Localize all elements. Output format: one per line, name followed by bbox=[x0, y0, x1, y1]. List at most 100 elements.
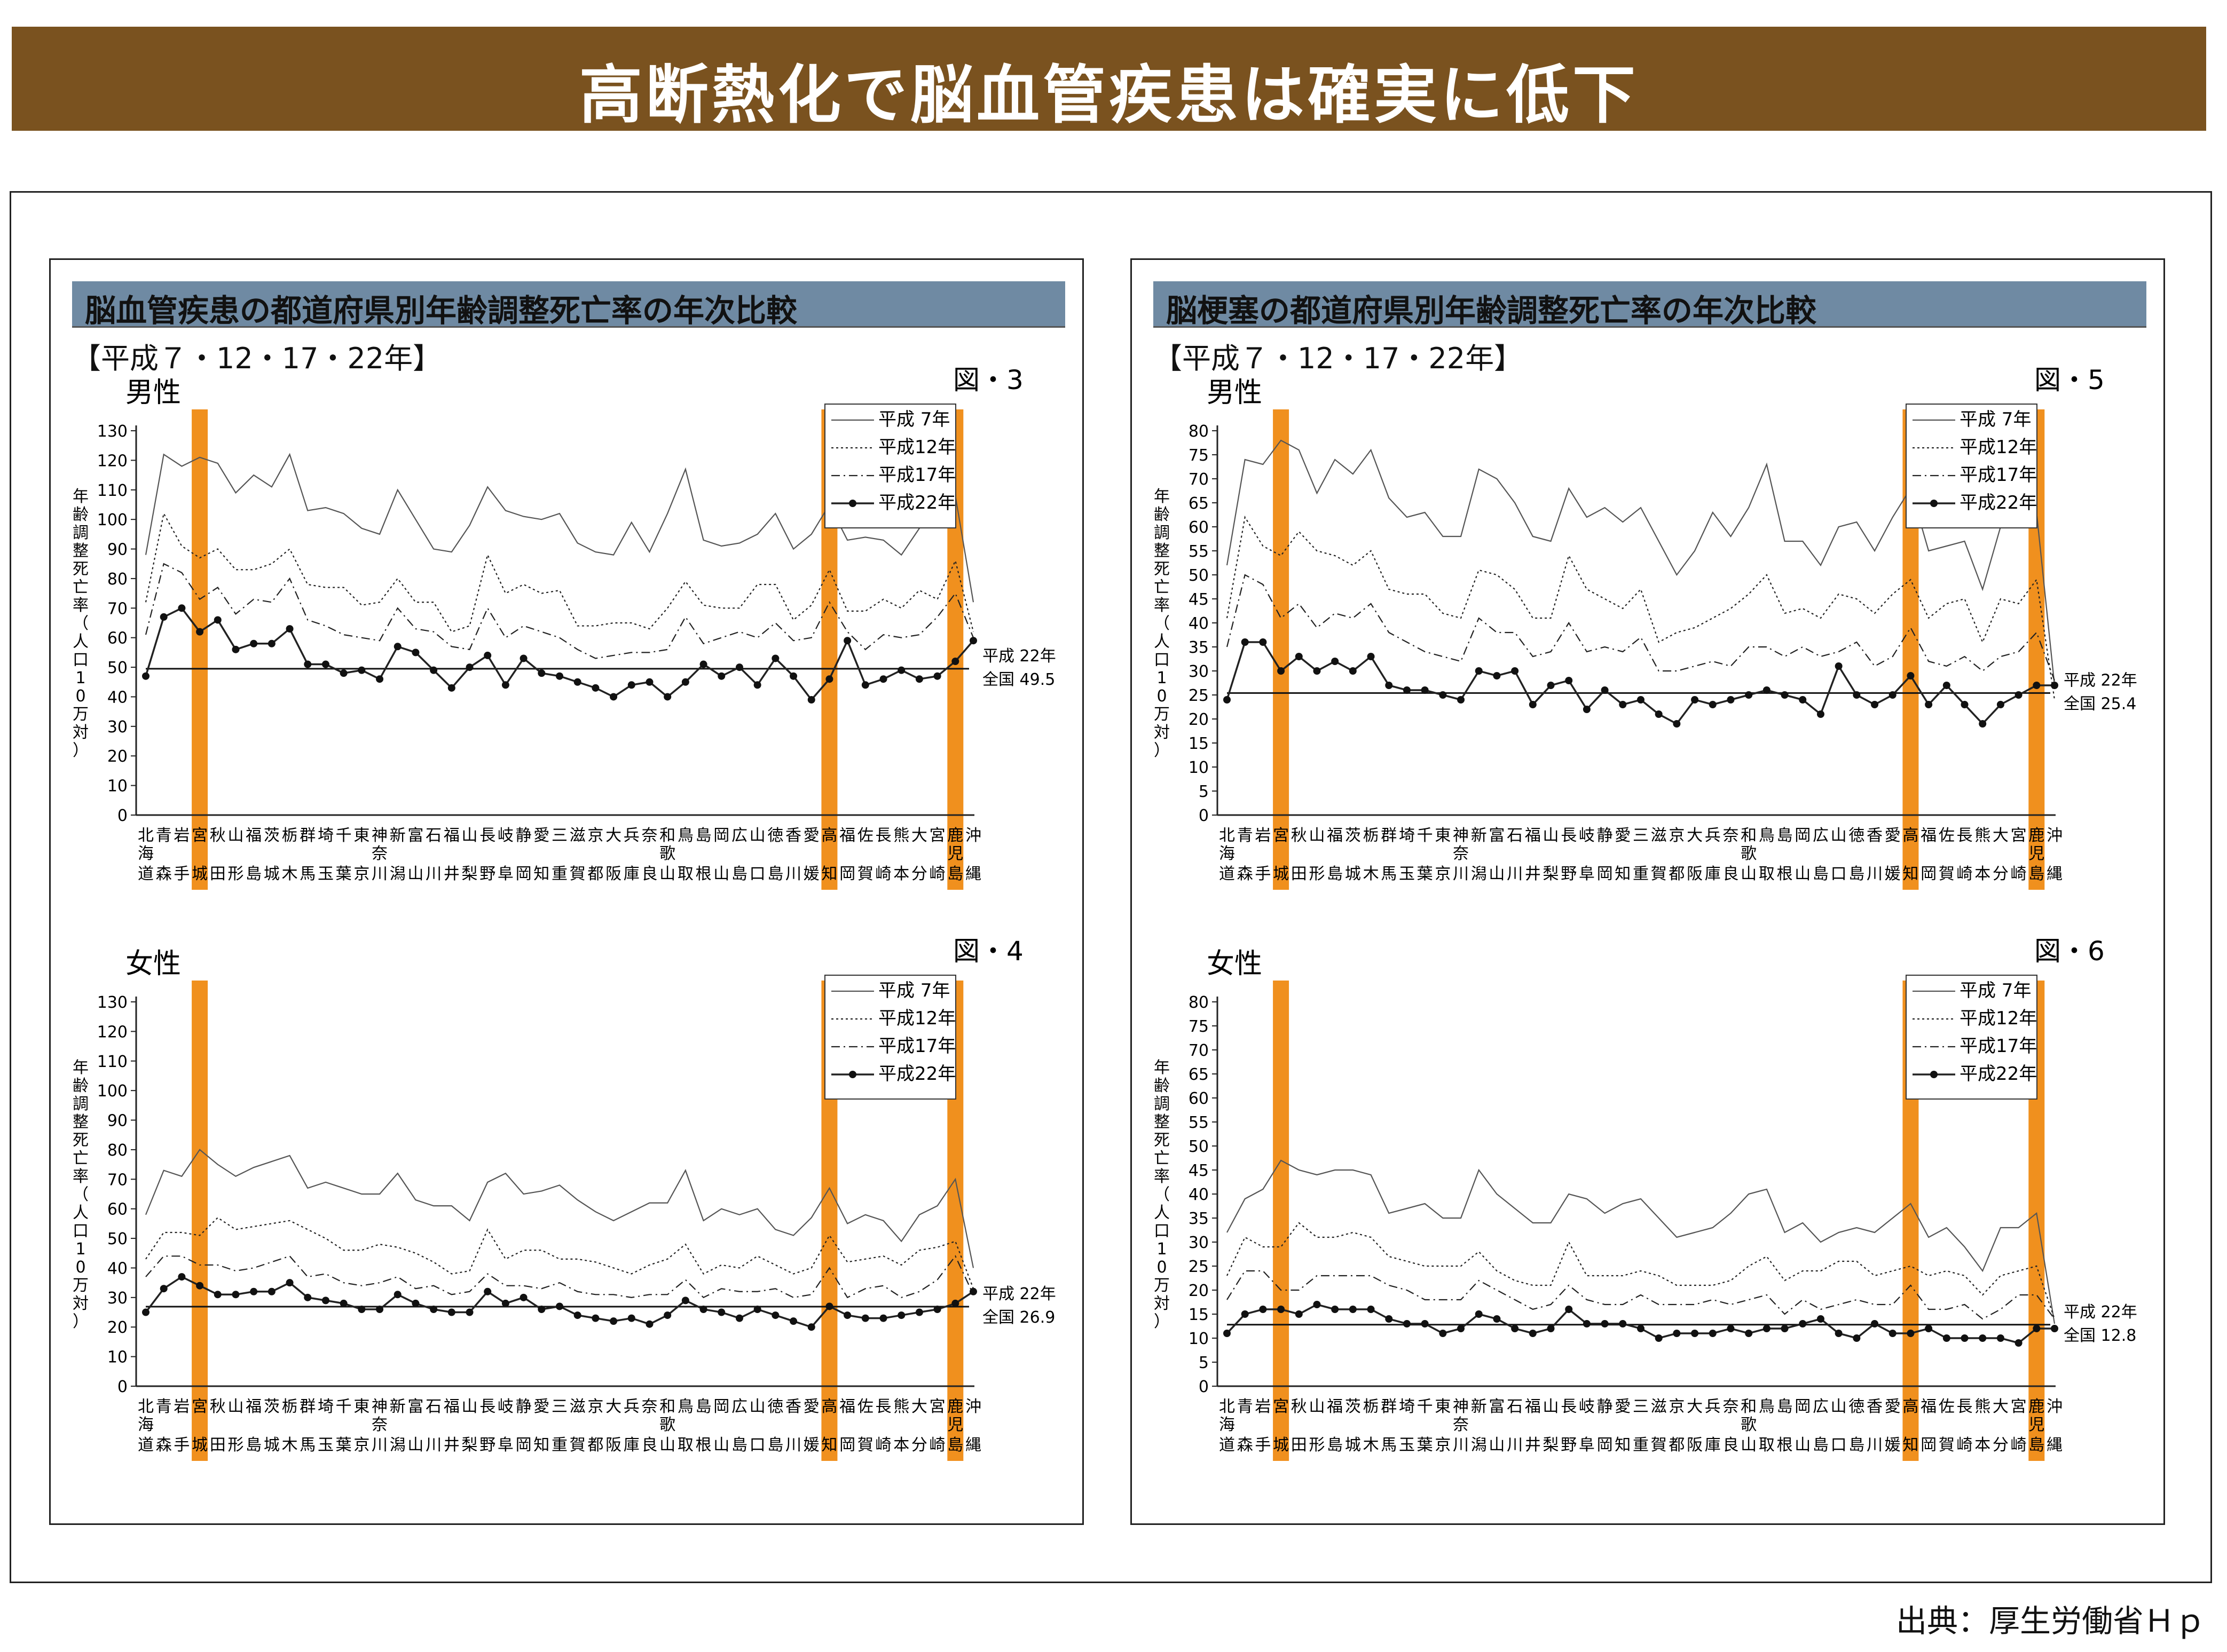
x-tick-label-bottom: 取 bbox=[678, 865, 694, 883]
data-point bbox=[1888, 1330, 1897, 1337]
data-point bbox=[466, 1308, 474, 1316]
data-point bbox=[304, 1293, 312, 1301]
x-tick-label-top: 長 bbox=[1561, 1397, 1577, 1416]
data-point bbox=[610, 1317, 618, 1325]
x-tick-label-bottom: 田 bbox=[210, 1436, 226, 1455]
x-tick-label-bottom: 森 bbox=[156, 865, 172, 883]
x-tick-label-bottom: 木 bbox=[282, 1436, 298, 1455]
x-tick-label-top: 高 bbox=[821, 826, 837, 845]
y-axis-label-char: 率 bbox=[1154, 1167, 1170, 1186]
legend-box bbox=[1906, 975, 2037, 1100]
data-point bbox=[1475, 667, 1483, 675]
y-tick-label: 90 bbox=[107, 541, 128, 559]
data-point bbox=[573, 1311, 581, 1319]
reference-label-value: 全国 49.5 bbox=[982, 670, 1055, 689]
x-tick-label-top: 岡 bbox=[1795, 826, 1811, 845]
data-point bbox=[1313, 667, 1321, 675]
data-point bbox=[1799, 696, 1807, 704]
x-tick-label-top: 熊 bbox=[893, 1397, 909, 1416]
x-tick-label-bottom: 玉 bbox=[1399, 1436, 1415, 1455]
y-axis-label-char: 口 bbox=[1154, 1222, 1170, 1240]
y-tick-label: 65 bbox=[1189, 494, 1209, 513]
data-point bbox=[1655, 710, 1663, 718]
data-point bbox=[1403, 1320, 1411, 1327]
y-tick-label: 50 bbox=[1189, 566, 1209, 585]
data-point bbox=[376, 675, 384, 683]
x-tick-label-top: 児 bbox=[2028, 1416, 2044, 1434]
data-point bbox=[1403, 686, 1411, 694]
figure-number: 図・4 bbox=[953, 936, 1024, 967]
x-tick-label-bottom: 岡 bbox=[839, 1436, 855, 1455]
data-point bbox=[1853, 691, 1861, 699]
x-tick-label-top: 石 bbox=[1507, 1397, 1523, 1416]
x-tick-label-bottom: 木 bbox=[282, 865, 298, 883]
data-point bbox=[1727, 1325, 1735, 1332]
y-tick-label: 55 bbox=[1189, 542, 1209, 561]
x-tick-label-top: 岐 bbox=[1579, 826, 1595, 845]
data-point bbox=[196, 628, 204, 636]
y-tick-label: 70 bbox=[107, 599, 128, 618]
x-tick-label-bottom: 葉 bbox=[336, 1436, 352, 1455]
x-tick-label-top: 岡 bbox=[713, 1397, 729, 1416]
series-line-2 bbox=[1226, 574, 2056, 681]
data-point bbox=[879, 1314, 887, 1322]
y-axis-label-char: 率 bbox=[1154, 596, 1170, 615]
x-tick-label-top: 島 bbox=[1777, 826, 1793, 845]
x-tick-label-top: 奈 bbox=[1722, 826, 1738, 845]
y-tick-label: 35 bbox=[1189, 638, 1209, 657]
panel-years: 【平成７・12・17・22年】 bbox=[72, 342, 442, 375]
x-tick-label-top: 山 bbox=[1309, 1397, 1325, 1416]
series-line-1 bbox=[145, 511, 974, 633]
x-tick-label-top: 岩 bbox=[174, 826, 190, 845]
y-tick-label: 60 bbox=[1189, 518, 1209, 537]
data-point bbox=[790, 672, 798, 680]
data-point bbox=[538, 669, 546, 677]
x-tick-label-bottom: 山 bbox=[407, 865, 423, 883]
x-tick-label-bottom: 口 bbox=[1831, 865, 1847, 883]
x-tick-label-top: 青 bbox=[1237, 1397, 1253, 1416]
data-point bbox=[196, 1282, 204, 1290]
data-point bbox=[1565, 1306, 1573, 1313]
x-tick-label-top: 和 bbox=[659, 826, 675, 845]
data-point bbox=[1781, 1325, 1789, 1332]
chart-sex-label: 男性 bbox=[1207, 377, 1262, 409]
y-axis-label-char: 対 bbox=[1154, 723, 1170, 742]
data-point bbox=[1996, 1334, 2004, 1342]
y-tick-label: 50 bbox=[1189, 1137, 1209, 1156]
x-tick-label-bottom: 阜 bbox=[1579, 865, 1595, 883]
y-axis-label-char: 対 bbox=[1154, 1294, 1170, 1313]
y-tick-label: 0 bbox=[1199, 1378, 1209, 1396]
x-tick-label-bottom: 道 bbox=[138, 1436, 154, 1455]
x-tick-label-bottom: 木 bbox=[1363, 1436, 1379, 1455]
x-tick-label-bottom: 道 bbox=[1219, 1436, 1235, 1455]
y-axis-label-char: 整 bbox=[1154, 542, 1170, 560]
data-point bbox=[970, 1287, 977, 1295]
y-tick-label: 80 bbox=[107, 570, 128, 589]
x-tick-label-bottom: 重 bbox=[552, 1436, 568, 1455]
x-tick-label-bottom: 本 bbox=[893, 865, 909, 883]
x-tick-label-bottom: 分 bbox=[911, 1436, 927, 1455]
panel-header-text: 脳梗塞の都道府県別年齢調整死亡率の年次比較 bbox=[1166, 293, 1817, 329]
x-tick-label-top: 鳥 bbox=[1759, 1397, 1775, 1416]
panel-header-text: 脳血管疾患の都道府県別年齢調整死亡率の年次比較 bbox=[85, 293, 798, 329]
x-tick-label-top: 神 bbox=[372, 826, 388, 845]
data-point bbox=[718, 672, 726, 680]
y-axis-label-char: 調 bbox=[73, 1095, 89, 1113]
x-tick-label-bottom: 田 bbox=[1291, 1436, 1307, 1455]
data-point bbox=[1691, 696, 1699, 704]
series-line-1 bbox=[1226, 1222, 2056, 1319]
x-tick-label-top: 青 bbox=[1237, 826, 1253, 845]
x-tick-label-top: 徳 bbox=[767, 826, 783, 845]
data-point bbox=[1277, 1306, 1285, 1313]
x-tick-label-top: 富 bbox=[1489, 1397, 1505, 1416]
data-point bbox=[412, 649, 420, 657]
data-point bbox=[1547, 1325, 1555, 1332]
x-tick-label-bottom: 川 bbox=[1453, 1436, 1469, 1455]
x-tick-label-top: 山 bbox=[227, 826, 243, 845]
x-tick-label-top: 栃 bbox=[282, 1397, 298, 1416]
series-line-1 bbox=[1226, 515, 2056, 700]
y-tick-label: 10 bbox=[107, 777, 128, 796]
x-tick-label-bottom: 馬 bbox=[300, 1436, 316, 1455]
x-tick-label-top: 愛 bbox=[804, 826, 820, 845]
data-point bbox=[340, 1299, 348, 1307]
